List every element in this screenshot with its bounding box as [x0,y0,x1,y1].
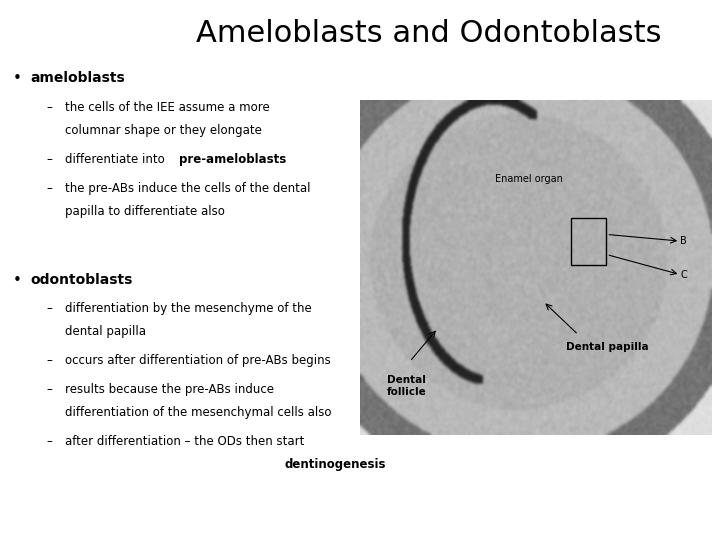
Text: –: – [47,383,53,396]
Text: –: – [47,302,53,315]
Text: papilla to differentiate also: papilla to differentiate also [65,205,225,218]
Text: the pre-ABs induce the cells of the dental: the pre-ABs induce the cells of the dent… [65,182,310,195]
Text: –: – [47,153,53,166]
Text: the cells of the IEE assume a more: the cells of the IEE assume a more [65,101,269,114]
Text: Dental papilla: Dental papilla [566,342,649,352]
Text: –: – [47,435,53,448]
Text: •: • [13,71,22,86]
Text: columnar shape or they elongate: columnar shape or they elongate [65,124,261,137]
Text: pre-ameloblasts: pre-ameloblasts [179,153,286,166]
Text: •: • [13,273,22,288]
Text: differentiate into: differentiate into [65,153,168,166]
Text: Enamel organ: Enamel organ [495,174,563,184]
Text: B: B [680,236,687,246]
Text: dental papilla: dental papilla [65,325,145,338]
Text: dentinogenesis: dentinogenesis [284,458,386,471]
Text: Dental
follicle: Dental follicle [387,375,426,397]
Text: C: C [680,269,687,280]
Text: ameloblasts: ameloblasts [30,71,125,85]
Text: after differentiation – the ODs then start: after differentiation – the ODs then sta… [65,435,304,448]
Text: differentiation by the mesenchyme of the: differentiation by the mesenchyme of the [65,302,312,315]
Text: Ameloblasts and Odontoblasts: Ameloblasts and Odontoblasts [196,19,661,48]
Text: results because the pre-ABs induce: results because the pre-ABs induce [65,383,274,396]
Text: –: – [47,101,53,114]
Bar [572,218,606,265]
Text: occurs after differentiation of pre-ABs begins: occurs after differentiation of pre-ABs … [65,354,330,367]
Text: odontoblasts: odontoblasts [30,273,132,287]
Text: –: – [47,182,53,195]
Text: –: – [47,354,53,367]
Text: differentiation of the mesenchymal cells also: differentiation of the mesenchymal cells… [65,406,331,419]
